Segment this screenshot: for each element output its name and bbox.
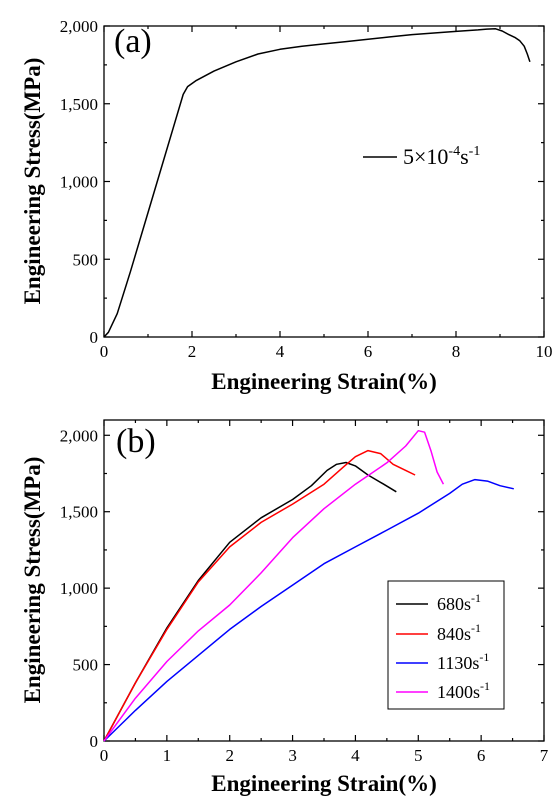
legend-label-b-1-main: 840s (437, 624, 471, 644)
y-tick-label-b: 1,000 (60, 579, 98, 598)
y-tick-label-a: 1,000 (60, 173, 98, 192)
legend-label-a-sup2: -1 (469, 144, 481, 159)
x-tick-label-b: 6 (477, 746, 486, 765)
legend-label-b-3-sup: -1 (480, 679, 490, 693)
legend-label-b-3: 1400s-1 (437, 679, 490, 702)
series-line-a-0 (103, 28, 531, 338)
legend-label-a-sup: -4 (448, 144, 460, 159)
axes-b: 0 1 2 3 4 5 6 7 0 500 1,000 1,500 2,000 (60, 420, 549, 765)
chart-panel-a: 0 2 4 6 8 10 0 500 1,000 1,500 2,000 (a) Engineeri… (20, 17, 553, 394)
y-tick-label-a: 500 (73, 250, 99, 269)
y-tick-label-b: 2,000 (60, 426, 98, 445)
x-tick-label-b: 0 (100, 746, 109, 765)
x-tick-label-b: 1 (163, 746, 172, 765)
panel-label-b: (b) (116, 423, 156, 460)
series-line-b-0 (103, 461, 397, 742)
legend-label-b-2-sup: -1 (479, 650, 489, 664)
legend-label-b-0-sup: -1 (471, 591, 481, 605)
y-tick-label-a: 0 (90, 328, 99, 347)
series-line-b-1 (103, 449, 416, 742)
legend-label-b-1: 840s-1 (437, 621, 481, 644)
series-group-a (103, 28, 531, 338)
legend-label-b-2: 1130s-1 (437, 650, 489, 673)
series-line-b-3 (103, 429, 445, 742)
legend-label-a-main: 5×10 (403, 144, 448, 169)
series-line-b-2 (103, 478, 514, 742)
legend-label-b-0: 680s-1 (437, 591, 481, 614)
x-tick-label-a: 4 (276, 342, 285, 361)
x-tick-label-a: 8 (452, 342, 461, 361)
legend-a: 5×10-4s-1 (363, 144, 480, 169)
axes-a: 0 2 4 6 8 10 0 500 1,000 1,500 2,000 (60, 17, 553, 361)
y-tick-label-a: 1,500 (60, 95, 98, 114)
legend-label-a-tail: s (460, 144, 469, 169)
x-tick-label-b: 3 (288, 746, 297, 765)
x-tick-label-a: 10 (536, 342, 553, 361)
series-group-b (103, 429, 514, 742)
x-axis-title-a: Engineering Strain(%) (211, 369, 437, 394)
x-tick-label-b: 7 (540, 746, 549, 765)
x-axis-title-b: Engineering Strain(%) (211, 771, 437, 796)
x-tick-label-b: 2 (225, 746, 234, 765)
legend-label-b-3-main: 1400s (437, 682, 480, 702)
panel-label-a: (a) (114, 23, 152, 60)
y-tick-label-b: 500 (73, 656, 99, 675)
legend-box-b (387, 580, 505, 710)
x-tick-label-b: 5 (414, 746, 423, 765)
plot-frame-a (103, 25, 545, 338)
x-tick-label-b: 4 (351, 746, 360, 765)
x-tick-label-a: 0 (100, 342, 109, 361)
y-axis-title-a: Engineering Stress(MPa) (20, 58, 45, 305)
legend-label-b-1-sup: -1 (471, 621, 481, 635)
y-tick-label-b: 0 (90, 732, 99, 751)
legend-label-a: 5×10-4s-1 (403, 144, 480, 169)
x-tick-label-a: 2 (188, 342, 197, 361)
legend-label-b-0-main: 680s (437, 594, 471, 614)
y-tick-label-b: 1,500 (60, 503, 98, 522)
y-axis-title-b: Engineering Stress(MPa) (20, 457, 45, 704)
y-tick-label-a: 2,000 (60, 17, 98, 36)
x-tick-label-a: 6 (364, 342, 373, 361)
legend-label-b-2-main: 1130s (437, 653, 479, 673)
legend-b: 680s-1 840s-1 1130s-1 1400s-1 (387, 580, 505, 710)
chart-panel-b: 0 1 2 3 4 5 6 7 0 500 1,000 1,500 2,000 (b) Engineer… (20, 419, 549, 796)
